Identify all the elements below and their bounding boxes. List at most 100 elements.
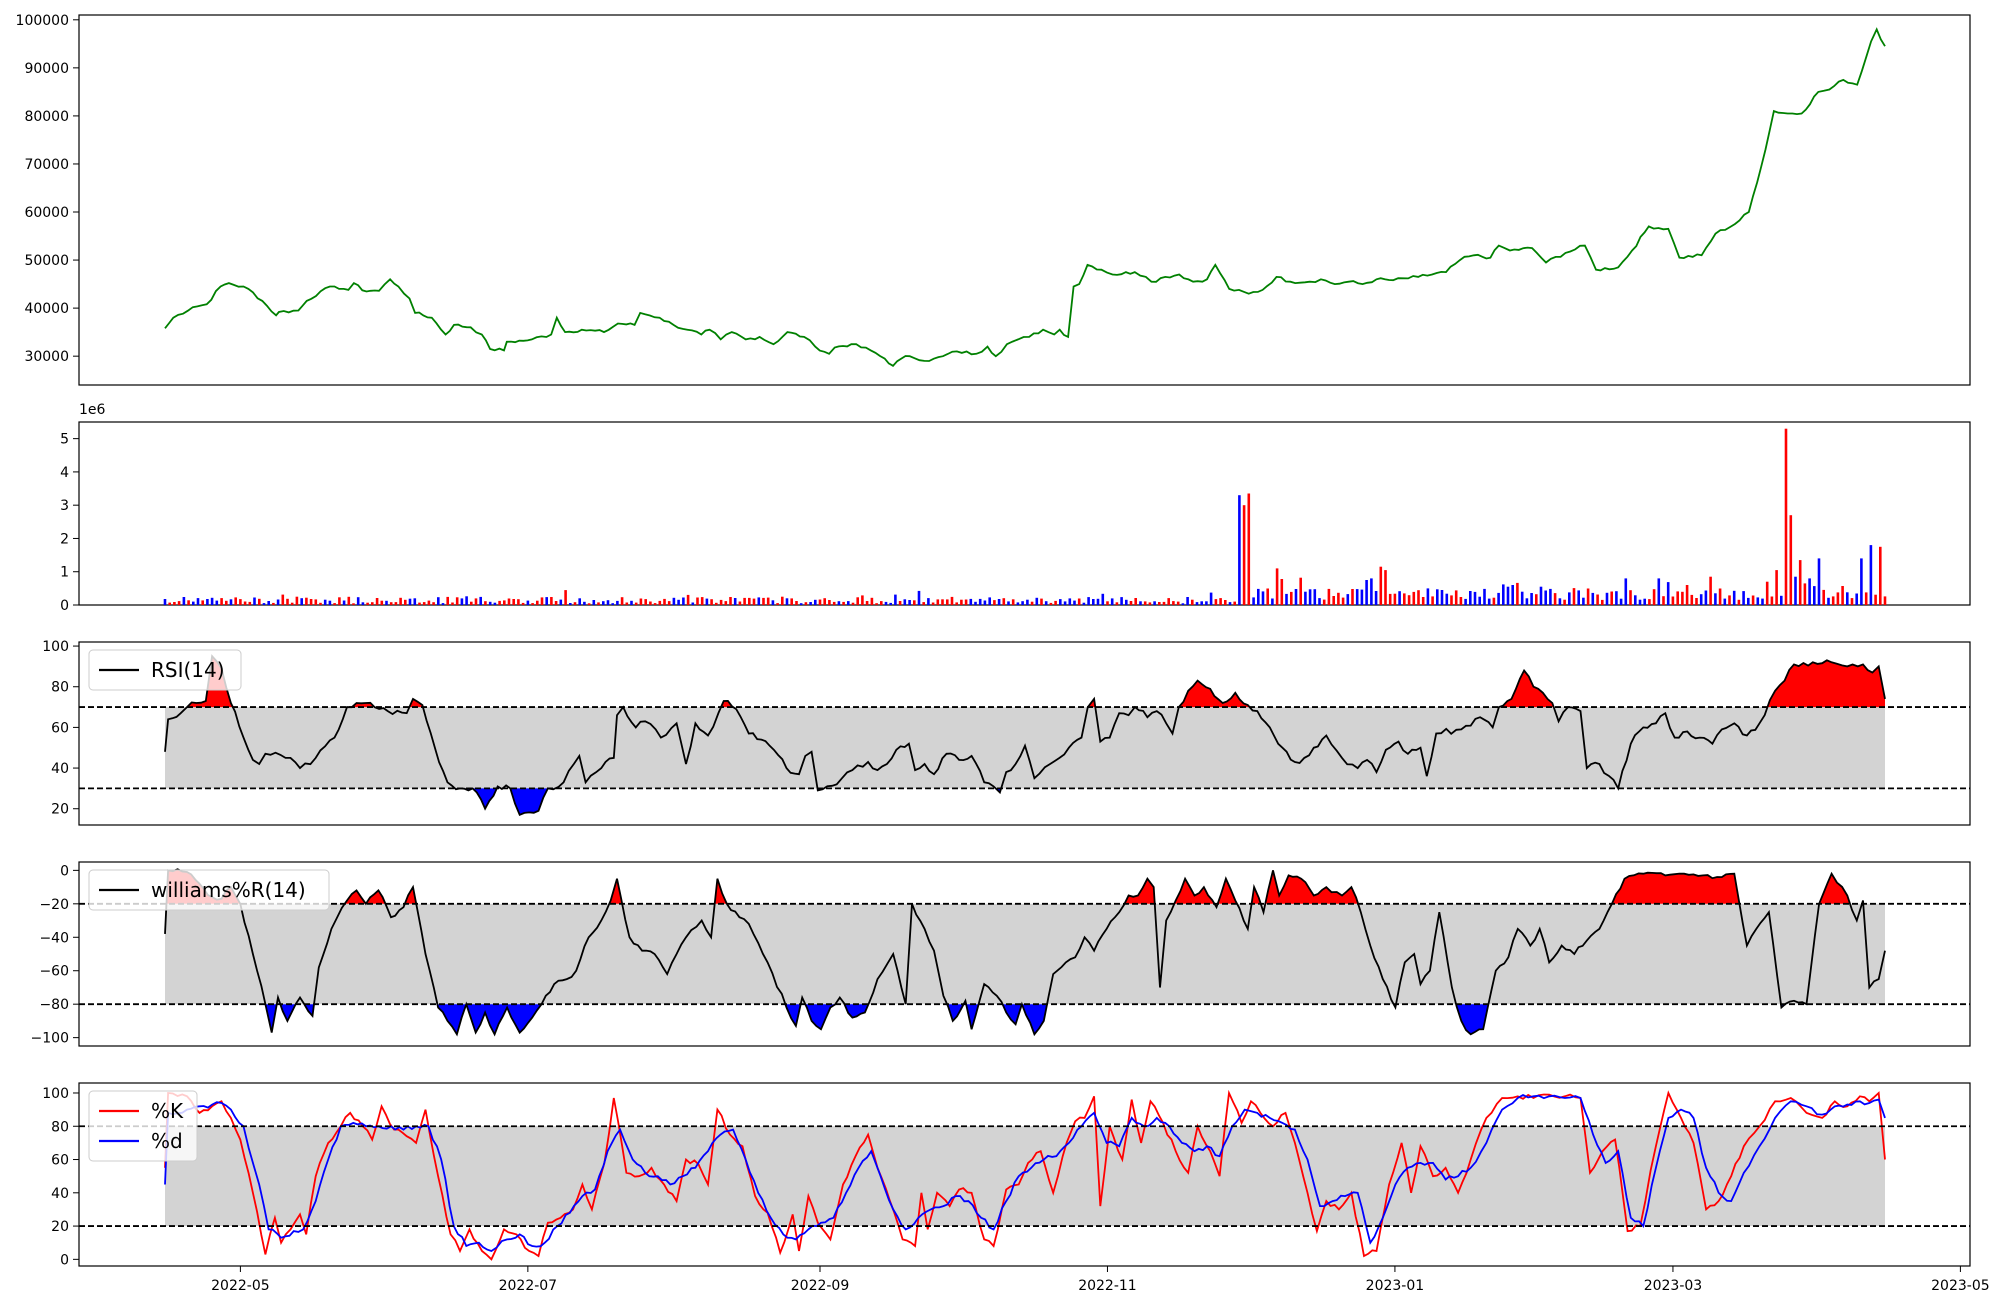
- volume-bar: [1238, 495, 1241, 605]
- x-tick-label: 2022-09: [791, 1278, 850, 1294]
- volume-bar: [1101, 593, 1105, 605]
- x-tick-label: 2023-01: [1366, 1278, 1425, 1294]
- volume-bar: [474, 598, 478, 605]
- volume-bar: [1271, 598, 1274, 605]
- volume-bar: [752, 598, 756, 605]
- volume-bar: [192, 601, 195, 605]
- volume-bar: [1299, 577, 1302, 605]
- volume-bar: [1879, 546, 1882, 605]
- volume-bar: [1191, 599, 1194, 605]
- price-ytick-label: 90000: [24, 61, 69, 77]
- stochastic-ytick-label: 20: [51, 1219, 69, 1235]
- volume-bar: [946, 599, 949, 605]
- volume-bar: [356, 597, 360, 605]
- williams-oversold-fill: [265, 1004, 277, 1033]
- stochastic-ytick-label: 0: [60, 1252, 69, 1268]
- volume-bar: [1817, 558, 1821, 605]
- volume-bar: [1440, 590, 1444, 605]
- volume-bar: [960, 599, 963, 605]
- stochastic-legend: [88, 1090, 198, 1162]
- volume-bar: [342, 600, 346, 605]
- volume-bar: [1407, 595, 1411, 605]
- volume-bar: [861, 595, 864, 605]
- volume-bar: [1205, 601, 1208, 605]
- volume-bar: [691, 602, 695, 605]
- volume-bar: [1388, 593, 1392, 605]
- volume-bar: [917, 590, 921, 605]
- rsi-panel: 20 40 60 80 100 RSI(14): [42, 639, 1971, 826]
- volume-bar: [1332, 596, 1335, 605]
- volume-bar: [1450, 595, 1453, 605]
- volume-bar: [1403, 593, 1406, 605]
- volume-bar: [634, 602, 638, 605]
- volume-bar: [272, 602, 275, 605]
- williams-overbought-fill: [609, 878, 623, 904]
- williams-frame: [78, 861, 1971, 1047]
- volume-bar: [1073, 600, 1076, 605]
- volume-bar: [1044, 601, 1048, 605]
- volume-bar: [258, 598, 261, 605]
- williams-line-1: [164, 868, 1886, 1037]
- volume-bar: [394, 602, 398, 605]
- volume-bar: [163, 599, 167, 605]
- volume-bar: [1836, 592, 1840, 605]
- volume-bar: [1077, 598, 1081, 605]
- volume-bar: [479, 596, 482, 605]
- williams-oversold-fill: [1456, 1004, 1489, 1035]
- volume-bar: [1445, 593, 1449, 605]
- volume-bar: [1129, 601, 1133, 605]
- x-tick-label: 2022-07: [499, 1278, 558, 1294]
- volume-bar: [366, 602, 369, 605]
- williams-legend: [88, 869, 330, 911]
- volume-bar: [1803, 583, 1807, 605]
- rsi-ytick-label: 60: [51, 720, 69, 736]
- volume-bar: [1794, 576, 1797, 605]
- volume-bar: [983, 600, 987, 605]
- volume-bar: [347, 596, 351, 605]
- volume-bar: [809, 602, 812, 605]
- volume-bar: [587, 603, 591, 605]
- stochastic-frame: [78, 1082, 1971, 1267]
- volume-bar: [1351, 589, 1354, 605]
- volume-bar: [276, 599, 280, 605]
- volume-bar: [1035, 597, 1039, 605]
- volume-bar: [1275, 568, 1279, 605]
- volume-bar: [371, 602, 374, 605]
- volume-bar: [1676, 591, 1679, 605]
- volume-bar: [437, 597, 440, 605]
- volume-bar: [1770, 596, 1774, 605]
- stochastic-panel: 0 20 40 60 80 100 %K %d: [42, 1082, 1971, 1268]
- volume-bar: [239, 599, 242, 605]
- stochastic-ytick-label: 80: [51, 1119, 69, 1135]
- williams-ytick-label: −20: [39, 897, 69, 913]
- volume-bar: [248, 601, 252, 605]
- volume-bar: [1709, 576, 1712, 605]
- volume-bar: [540, 597, 544, 605]
- stochastic-legend-label: %d: [151, 1129, 183, 1153]
- price-ytick-label: 40000: [24, 301, 69, 317]
- williams-band: [165, 903, 1885, 1005]
- williams-ytick-label: −60: [39, 964, 69, 980]
- volume-bar: [898, 601, 902, 605]
- williams-oversold-fill: [280, 1004, 296, 1021]
- volume-bar: [319, 602, 322, 605]
- volume-bar: [686, 594, 690, 605]
- volume-bar: [795, 601, 798, 605]
- volume-bar: [1808, 578, 1811, 605]
- williams-ytick-label: −40: [39, 930, 69, 946]
- volume-bar: [1365, 580, 1368, 605]
- volume-bar: [1478, 596, 1481, 605]
- volume-bar: [243, 601, 247, 605]
- volume-bar: [196, 598, 200, 605]
- volume-bar: [1742, 591, 1745, 605]
- volume-bar: [1021, 601, 1024, 605]
- volume-bar: [536, 600, 539, 605]
- volume-bar: [776, 603, 779, 605]
- volume-bar: [1252, 597, 1255, 605]
- volume-bar: [460, 598, 464, 605]
- volume-bar: [993, 600, 996, 605]
- volume-bar: [1643, 598, 1646, 605]
- volume-ytick-label: 3: [60, 498, 69, 514]
- volume-bar: [168, 602, 171, 605]
- volume-bar: [210, 597, 214, 605]
